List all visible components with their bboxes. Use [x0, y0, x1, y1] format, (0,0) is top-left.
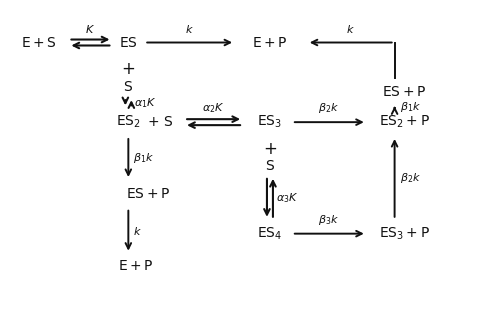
Text: $\beta_1 k$: $\beta_1 k$ — [134, 151, 154, 165]
Text: $k$: $k$ — [185, 23, 194, 35]
Text: $\beta_2 k$: $\beta_2 k$ — [318, 101, 340, 115]
Text: $k$: $k$ — [134, 225, 142, 237]
Text: $\alpha_1 K$: $\alpha_1 K$ — [134, 96, 157, 110]
Text: $\alpha_3 K$: $\alpha_3 K$ — [276, 191, 298, 205]
Text: $\mathrm{ES + P}$: $\mathrm{ES + P}$ — [126, 187, 170, 201]
Text: $\mathrm{E + P}$: $\mathrm{E + P}$ — [252, 35, 288, 50]
Text: $\beta_3 k$: $\beta_3 k$ — [318, 213, 340, 227]
Text: $\mathrm{ES_4}$: $\mathrm{ES_4}$ — [258, 225, 282, 242]
Text: $\mathrm{E + P}$: $\mathrm{E + P}$ — [118, 258, 154, 273]
Text: $\mathrm{S}$: $\mathrm{S}$ — [124, 80, 134, 94]
Text: $\mathrm{ES}$: $\mathrm{ES}$ — [119, 35, 138, 50]
Text: $\mathrm{ES_2}$: $\mathrm{ES_2}$ — [116, 114, 141, 130]
Text: $+$: $+$ — [263, 141, 277, 158]
Text: $+$: $+$ — [122, 61, 136, 78]
Text: $\beta_1 k$: $\beta_1 k$ — [400, 100, 421, 114]
Text: $+\ \mathrm{S}$: $+\ \mathrm{S}$ — [147, 115, 174, 129]
Text: $\mathrm{E + S}$: $\mathrm{E + S}$ — [20, 35, 57, 50]
Text: $\mathrm{ES + P}$: $\mathrm{ES + P}$ — [382, 85, 427, 99]
Text: $\mathrm{ES_3}$: $\mathrm{ES_3}$ — [258, 114, 282, 130]
Text: $\mathrm{S}$: $\mathrm{S}$ — [265, 159, 275, 173]
Text: $k$: $k$ — [346, 23, 355, 35]
Text: $\mathrm{ES_3 + P}$: $\mathrm{ES_3 + P}$ — [379, 225, 430, 242]
Text: $\alpha_2 K$: $\alpha_2 K$ — [202, 101, 224, 115]
Text: $\beta_2 k$: $\beta_2 k$ — [400, 171, 421, 185]
Text: $\mathrm{ES_2 + P}$: $\mathrm{ES_2 + P}$ — [379, 114, 430, 130]
Text: $K$: $K$ — [86, 23, 96, 35]
